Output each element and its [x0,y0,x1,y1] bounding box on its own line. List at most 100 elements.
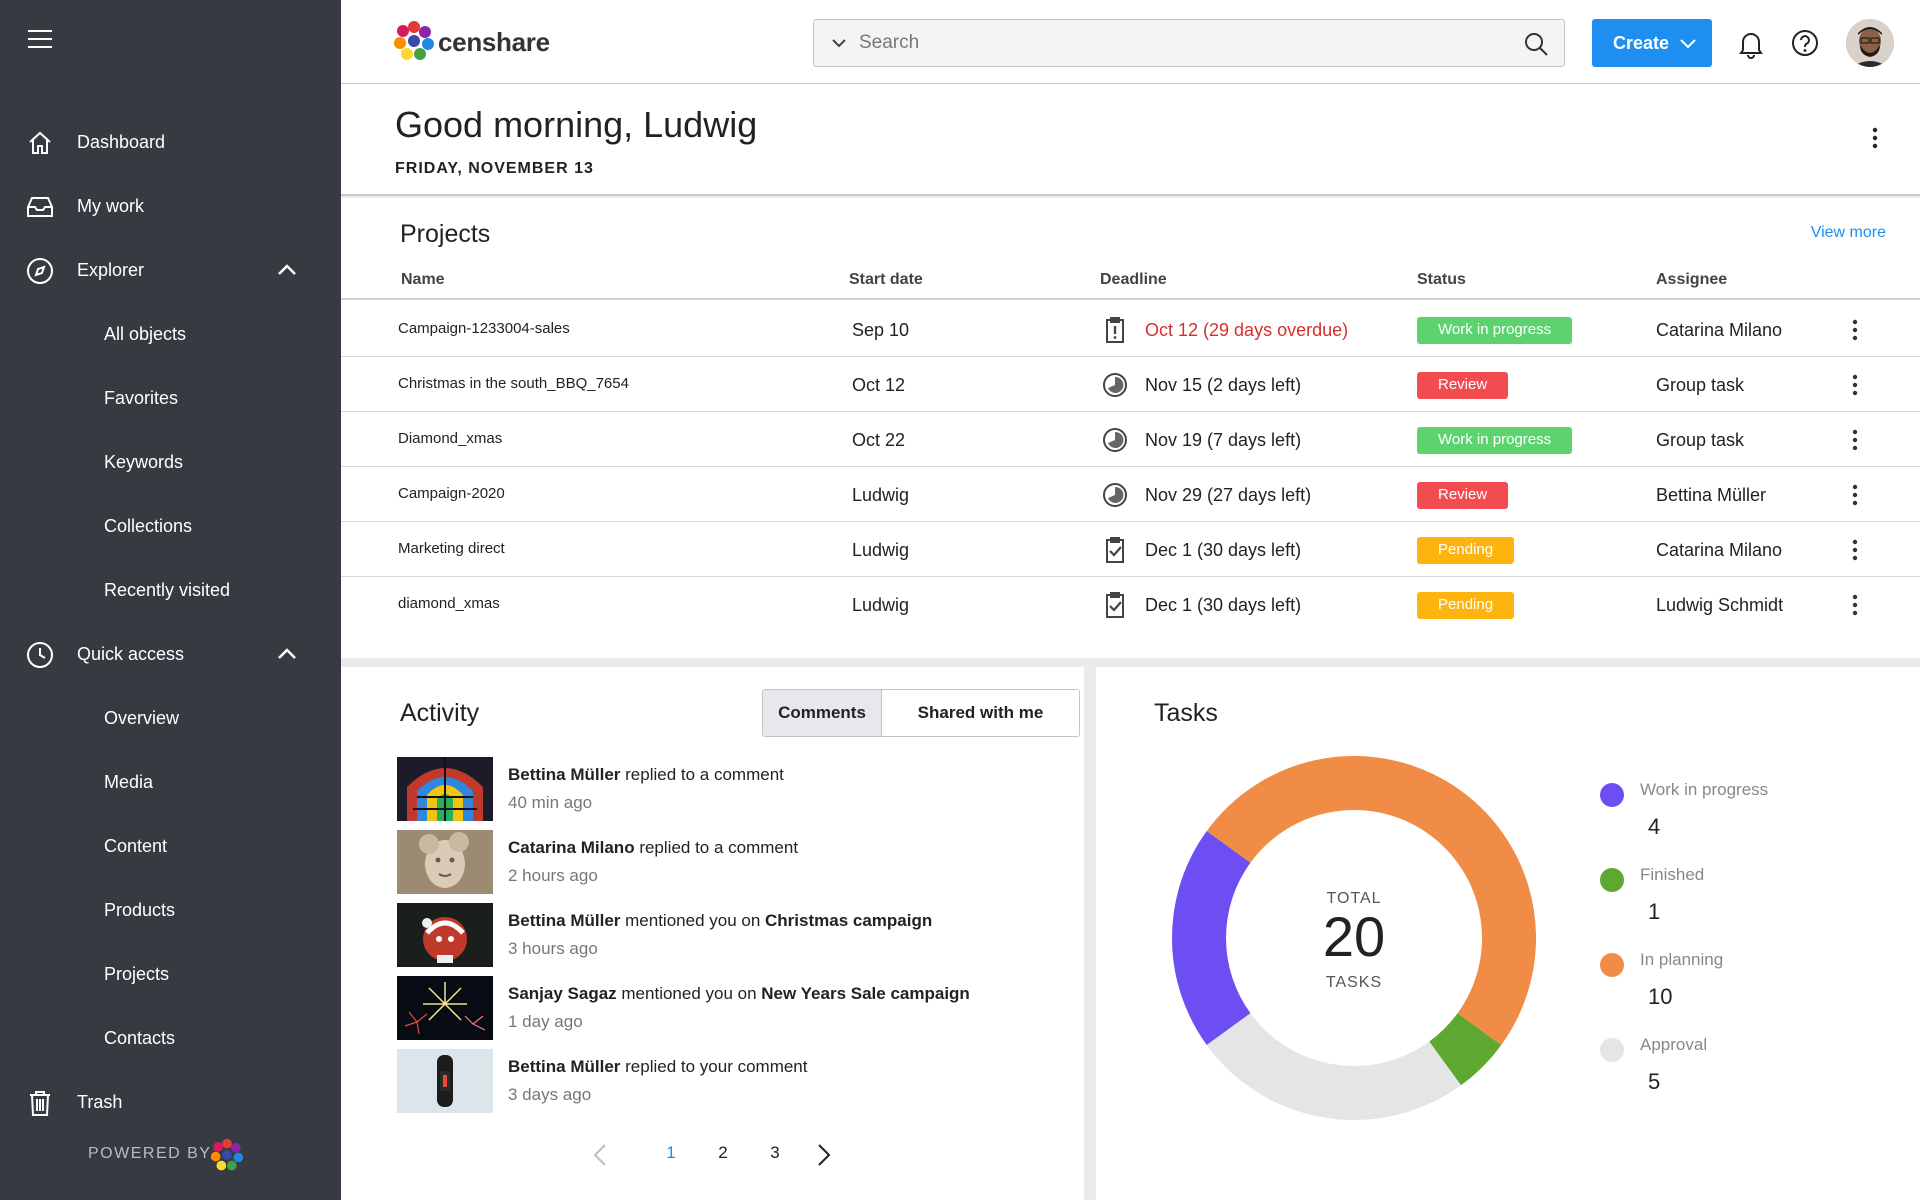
chevron-left-icon[interactable] [593,1143,607,1167]
projects-panel: Projects View more Name Start date Deadl… [341,198,1920,658]
table-row[interactable]: Campaign-2020 Ludwig Nov 29 (27 days left)… [341,467,1920,522]
more-vertical-icon[interactable] [1871,126,1879,150]
sidebar-item-collections[interactable]: Collections [0,501,341,551]
sidebar-item-label: Products [104,899,176,920]
christmas-decoration-thumbnail[interactable] [397,903,493,967]
project-name[interactable]: Marketing direct [398,540,505,557]
powered-by-label: POWERED BY [88,1145,212,1162]
tasks-title: Tasks [1154,699,1218,727]
sidebar-item-products[interactable]: Products [0,885,341,935]
help-icon[interactable] [1791,29,1819,57]
activity-item[interactable]: Bettina Müller mentioned you on Christma… [397,903,1057,967]
sidebar-item-contacts[interactable]: Contacts [0,1013,341,1063]
donut-segment-finished[interactable] [1428,1012,1502,1086]
table-row[interactable]: Christmas in the south_BBQ_7654 Oct 12 Nov… [341,357,1920,412]
more-vertical-icon[interactable] [1851,483,1859,507]
donut-segment-in-planning[interactable] [1206,756,1536,1045]
activity-item[interactable]: Bettina Müller replied to a comment 40 mi… [397,757,1057,821]
tab-comments[interactable]: Comments [763,690,882,736]
censhare-logo-icon [210,1138,244,1171]
tab-shared-with-me[interactable]: Shared with me [882,690,1079,736]
angel-statue-thumbnail[interactable] [397,830,493,894]
activity-target[interactable]: New Years Sale campaign [761,984,970,1003]
page-3-button[interactable]: 3 [770,1143,780,1162]
project-start-date: Ludwig [852,540,910,560]
chevron-up-icon[interactable] [276,260,298,280]
activity-user[interactable]: Bettina Müller [508,911,621,930]
column-header-deadline[interactable]: Deadline [1100,271,1167,288]
project-name[interactable]: Diamond_xmas [398,430,503,447]
page-2-button[interactable]: 2 [718,1143,728,1162]
sidebar-item-trash[interactable]: Trash [0,1077,341,1127]
sidebar-item-media[interactable]: Media [0,757,341,807]
create-button[interactable]: Create [1592,19,1712,67]
pagination: 1 2 3 [341,1135,1084,1175]
table-row[interactable]: Campaign-1233004-sales Sep 10 Oct 12 (29 d… [341,302,1920,357]
activity-target[interactable]: Christmas campaign [765,911,933,930]
pie-clock-icon [1103,483,1127,507]
table-row[interactable]: Diamond_xmas Oct 22 Nov 19 (7 days left) Wo… [341,412,1920,467]
menu-icon[interactable] [28,28,56,52]
fitness-tracker-thumbnail[interactable] [397,1049,493,1113]
activity-user[interactable]: Sanjay Sagaz [508,984,617,1003]
activity-text: Catarina Milano replied to a comment [508,838,798,858]
project-name[interactable]: Campaign-2020 [398,485,505,502]
search-icon[interactable] [1523,31,1549,57]
project-start-date: Oct 22 [852,430,906,450]
table-row[interactable]: diamond_xmas Ludwig Dec 1 (30 days left) Pe… [341,577,1920,632]
activity-user[interactable]: Bettina Müller [508,765,621,784]
donut-total-value: 20 [1323,905,1385,968]
column-header-start-date[interactable]: Start date [849,271,923,288]
sidebar-item-all-objects[interactable]: All objects [0,309,341,359]
sidebar-item-label: All objects [104,323,187,344]
legend-label: Approval [1640,1035,1708,1054]
activity-item[interactable]: Catarina Milano replied to a comment 2 ho… [397,830,1057,894]
project-assignee: Group task [1656,430,1745,450]
sidebar-item-content[interactable]: Content [0,821,341,871]
chevron-down-icon[interactable] [830,35,848,51]
sidebar-item-quick-access[interactable]: Quick access [0,629,341,679]
censhare-logo-icon[interactable] [393,20,435,62]
pie-clock-icon [1103,428,1127,452]
activity-user[interactable]: Catarina Milano [508,838,635,857]
more-vertical-icon[interactable] [1851,538,1859,562]
activity-time: 40 min ago [508,793,593,812]
sidebar-item-dashboard[interactable]: Dashboard [0,117,341,167]
more-vertical-icon[interactable] [1851,593,1859,617]
sidebar-item-my-work[interactable]: My work [0,181,341,231]
status-badge: Work in progress [1417,317,1573,344]
sidebar-item-overview[interactable]: Overview [0,693,341,743]
sidebar-item-recently-visited[interactable]: Recently visited [0,565,341,615]
activity-item[interactable]: Bettina Müller replied to your comment 3 … [397,1049,1057,1113]
more-vertical-icon[interactable] [1851,373,1859,397]
column-header-assignee[interactable]: Assignee [1656,271,1728,288]
project-name[interactable]: Campaign-1233004-sales [398,320,570,337]
stained-glass-thumbnail[interactable] [397,757,493,821]
view-more-link[interactable]: View more [1810,224,1886,241]
sidebar-item-favorites[interactable]: Favorites [0,373,341,423]
legend-item: Work in progress 4 [1600,775,1860,845]
search-input[interactable] [859,20,1499,66]
page-1-button[interactable]: 1 [666,1143,676,1162]
activity-item[interactable]: Sanjay Sagaz mentioned you on New Years … [397,976,1057,1040]
project-name[interactable]: diamond_xmas [398,595,500,612]
project-name[interactable]: Christmas in the south_BBQ_7654 [398,375,629,392]
more-vertical-icon[interactable] [1851,318,1859,342]
column-header-name[interactable]: Name [401,271,445,288]
sidebar-item-explorer[interactable]: Explorer [0,245,341,295]
activity-user[interactable]: Bettina Müller [508,1057,621,1076]
column-header-status[interactable]: Status [1417,271,1466,288]
avatar[interactable] [1846,19,1894,67]
sidebar-item-keywords[interactable]: Keywords [0,437,341,487]
donut-segment-work-in-progress[interactable] [1172,831,1251,1045]
bell-icon[interactable] [1737,29,1765,59]
fireworks-thumbnail[interactable] [397,976,493,1040]
table-row[interactable]: Marketing direct Ludwig Dec 1 (30 days lef… [341,522,1920,577]
sidebar-item-projects[interactable]: Projects [0,949,341,999]
donut-segment-approval[interactable] [1206,1012,1461,1120]
legend-swatch [1600,1038,1624,1062]
chevron-right-icon[interactable] [817,1143,831,1167]
chevron-up-icon[interactable] [276,644,298,664]
donut-tasks-label: TASKS [1326,974,1382,991]
more-vertical-icon[interactable] [1851,428,1859,452]
